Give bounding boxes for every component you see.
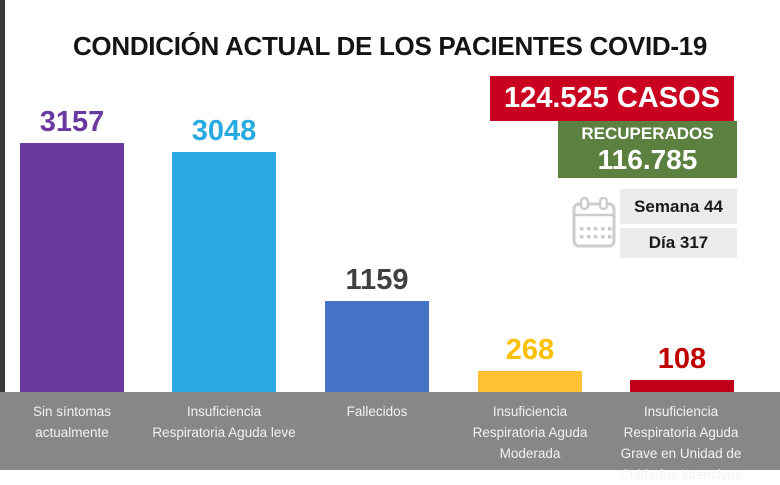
category-label: Fallecidos <box>346 404 408 419</box>
category-label: Insuficiencia Respiratoria Aguda Grave e… <box>620 404 742 482</box>
week-badge-label: Semana 44 <box>634 196 723 216</box>
cases-banner-label: 124.525 CASOS <box>503 82 720 114</box>
calendar-icon <box>572 196 616 248</box>
left-border <box>0 0 5 392</box>
week-badge: Semana 44 <box>620 189 737 224</box>
bar-ira-grave <box>630 380 734 392</box>
bar-ira-leve <box>172 152 276 392</box>
bar-value-label: 1159 <box>345 264 409 296</box>
day-badge: Día 317 <box>620 228 737 258</box>
bar-sin-sintomas <box>20 143 124 392</box>
bar-column-sin-sintomas: 3157 <box>20 107 124 392</box>
bar-column-ira-leve: 3048 <box>172 116 276 392</box>
category-label: Sin síntomas actualmente <box>32 404 112 440</box>
bar-value-label: 3048 <box>191 115 257 147</box>
day-badge-label: Día 317 <box>648 233 709 252</box>
bar-value-label: 3157 <box>39 106 105 138</box>
bar-column-fallecidos: 1159 <box>325 265 429 392</box>
category-label: Insuficiencia Respiratoria Aguda leve <box>152 404 296 440</box>
bar-fallecidos <box>325 301 429 392</box>
recovered-banner-value: 116.785 <box>597 144 698 175</box>
bar-column-ira-moderada: 268 <box>478 335 582 392</box>
category-label: Insuficiencia Respiratoria Aguda Moderad… <box>472 404 588 461</box>
recovered-banner: RECUPERADOS 116.785 <box>558 121 737 178</box>
category-axis-band: Sin síntomas actualmente Insuficiencia R… <box>0 392 780 482</box>
bar-value-label: 268 <box>505 334 555 366</box>
bar-value-label: 108 <box>657 343 707 375</box>
bar-column-ira-grave: 108 <box>630 344 734 392</box>
recovered-banner-title: RECUPERADOS <box>581 124 714 143</box>
cases-banner: 124.525 CASOS <box>490 76 734 121</box>
bar-ira-moderada <box>478 371 582 392</box>
chart-title: CONDICIÓN ACTUAL DE LOS PACIENTES COVID-… <box>72 31 708 62</box>
